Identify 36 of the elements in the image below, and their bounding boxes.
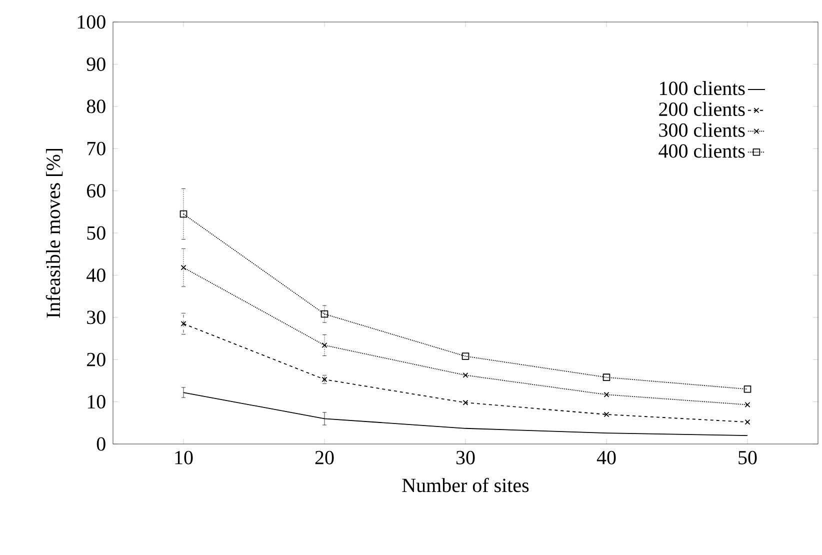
x-axis-title: Number of sites bbox=[402, 478, 529, 492]
y-tick-label: 20 bbox=[87, 352, 106, 366]
x-tick-label: 30 bbox=[456, 450, 475, 464]
point bbox=[322, 342, 328, 348]
point bbox=[462, 352, 470, 360]
point bbox=[604, 392, 610, 398]
legend-label: 400 clients bbox=[658, 144, 745, 158]
y-tick-label: 30 bbox=[87, 310, 106, 324]
point bbox=[744, 419, 750, 425]
y-tick-label: 90 bbox=[86, 57, 106, 71]
point bbox=[744, 385, 752, 393]
point bbox=[180, 264, 186, 270]
point bbox=[604, 412, 610, 418]
x-tick-label: 50 bbox=[738, 450, 757, 464]
point bbox=[462, 372, 468, 378]
legend-label: 200 clients bbox=[659, 102, 745, 116]
y-tick-label: 70 bbox=[87, 142, 106, 156]
point bbox=[180, 210, 188, 218]
y-tick-label: 10 bbox=[88, 395, 106, 409]
y-tick-label: 50 bbox=[87, 226, 106, 240]
y-tick-label: 0 bbox=[96, 437, 106, 451]
legend-label: 100 clients bbox=[660, 81, 745, 96]
y-tick-label: 60 bbox=[87, 184, 106, 198]
y-tick-label: 40 bbox=[86, 268, 106, 282]
y-tick-label: 80 bbox=[86, 100, 106, 114]
point bbox=[462, 400, 468, 406]
x-tick-label: 40 bbox=[596, 450, 616, 464]
point bbox=[744, 402, 750, 408]
y-tick-label: 100 bbox=[78, 15, 106, 29]
legend-label: 300 clients bbox=[659, 122, 745, 137]
y-axis-title: Infeasible moves [%] bbox=[46, 148, 63, 318]
point bbox=[320, 310, 328, 318]
point bbox=[602, 374, 610, 381]
x-tick-label: 10 bbox=[175, 450, 193, 464]
x-tick-label: 20 bbox=[315, 450, 334, 464]
point bbox=[180, 321, 186, 326]
